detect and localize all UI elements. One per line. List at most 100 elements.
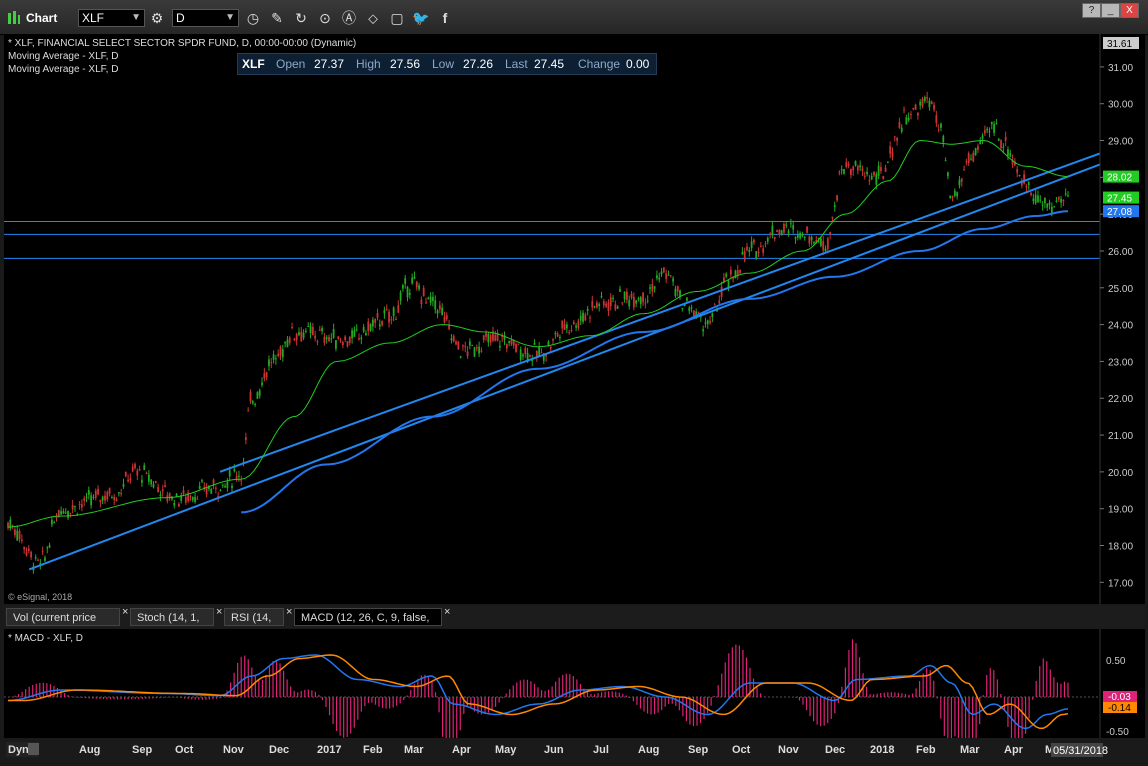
candle-body xyxy=(898,122,901,128)
clock-icon[interactable]: ◷ xyxy=(246,10,260,26)
candle-body xyxy=(773,236,776,240)
tab-stoch[interactable]: Stoch (14, 1, 3) xyxy=(130,608,214,642)
candle-body xyxy=(628,300,631,307)
candle-body xyxy=(464,346,467,348)
candle-body xyxy=(799,232,802,239)
candle-body xyxy=(1037,195,1039,203)
candle-body xyxy=(46,547,49,549)
candle-body xyxy=(27,548,30,552)
close-icon[interactable]: × xyxy=(216,606,223,618)
refresh-icon[interactable]: ↻ xyxy=(295,10,307,26)
macd-hist-badge xyxy=(1103,691,1137,702)
macd-panel[interactable]: 0.50 -0.50 -0.03 -0.14 * MACD - XLF, D xyxy=(4,629,1145,766)
candle-body xyxy=(977,146,979,150)
candle-body xyxy=(344,336,347,340)
candle-body xyxy=(295,333,298,341)
candle-body xyxy=(914,104,917,110)
gear-icon[interactable]: ⚙ xyxy=(150,10,164,26)
candle-body xyxy=(143,465,146,470)
candle-body xyxy=(612,297,614,299)
candle-body xyxy=(893,136,896,138)
candle-body xyxy=(212,479,215,484)
chevron-down-icon[interactable]: ▼ xyxy=(131,12,141,23)
candle-body xyxy=(30,551,32,558)
chevron-down-icon[interactable]: ▼ xyxy=(225,12,235,23)
high-label: High xyxy=(356,57,381,71)
dyn-button[interactable]: Dyn xyxy=(8,744,29,756)
candle-body xyxy=(600,295,603,297)
candle-body xyxy=(489,335,492,343)
candle-body xyxy=(452,335,455,342)
candle-body xyxy=(974,148,977,155)
month-label: Oct xyxy=(732,744,751,756)
calendar-icon[interactable] xyxy=(28,743,39,755)
candle-body xyxy=(411,277,414,284)
interval-input[interactable]: D ▼ xyxy=(172,9,239,27)
candle-body xyxy=(1011,159,1014,165)
candle-body xyxy=(376,313,379,318)
price-chart-svg: 31.0030.0029.0028.0027.0026.0025.0024.00… xyxy=(4,34,1139,604)
facebook-icon[interactable]: f xyxy=(442,10,448,26)
candle-body xyxy=(383,309,386,314)
candle-body xyxy=(281,349,284,358)
link-icon[interactable]: ⬦ xyxy=(368,10,378,26)
candle-body xyxy=(404,278,407,284)
candle-body xyxy=(129,478,132,481)
candle-body xyxy=(1060,198,1062,203)
candle-body xyxy=(593,306,596,308)
candle-body xyxy=(524,347,527,354)
candle-body xyxy=(637,298,640,300)
candle-body xyxy=(787,231,790,234)
date-badge: 05/31/2018 xyxy=(1053,745,1108,757)
candle-body xyxy=(739,269,741,274)
candle-body xyxy=(718,300,721,304)
close-icon[interactable]: × xyxy=(286,606,293,618)
close-button[interactable]: X xyxy=(1120,3,1139,18)
candle-body xyxy=(274,358,277,360)
tab-volume[interactable]: Vol (current price bar) xyxy=(6,608,120,642)
pencil-icon[interactable]: ✎ xyxy=(271,10,283,26)
candle-body xyxy=(824,248,827,251)
alert-icon[interactable]: Ⓐ xyxy=(342,10,356,26)
play-icon[interactable]: ⊙ xyxy=(319,10,331,26)
tab-rsi[interactable]: RSI (14, C) xyxy=(224,608,284,642)
ma-slow-line xyxy=(241,210,1069,514)
ma-fast-line xyxy=(7,139,1069,528)
candle-body xyxy=(621,302,624,304)
month-label: Mar xyxy=(960,744,980,756)
close-icon[interactable]: × xyxy=(444,606,451,618)
candle-body xyxy=(702,329,705,332)
candle-body xyxy=(34,557,37,559)
candle-body xyxy=(99,499,102,503)
candle-body xyxy=(672,278,674,282)
candle-body xyxy=(1016,169,1019,173)
candle-body xyxy=(221,484,224,486)
candle-body xyxy=(1009,153,1012,157)
month-label: Feb xyxy=(363,744,383,756)
candle-body xyxy=(83,498,86,501)
candle-body xyxy=(979,141,982,145)
twitter-icon[interactable]: 🐦 xyxy=(412,10,430,26)
candle-body xyxy=(713,304,716,306)
chat-icon[interactable]: ▢ xyxy=(390,10,404,26)
symbol-input[interactable]: XLF ▼ xyxy=(78,9,145,27)
close-icon[interactable]: × xyxy=(122,606,129,618)
minimize-button[interactable]: _ xyxy=(1101,3,1120,18)
candle-body xyxy=(743,251,746,261)
price-chart[interactable]: 31.0030.0029.0028.0027.0026.0025.0024.00… xyxy=(4,34,1145,604)
candle-body xyxy=(741,252,744,255)
tab-macd[interactable]: MACD (12, 26, C, 9, false, true) xyxy=(294,608,442,642)
candle-body xyxy=(494,334,497,342)
candle-body xyxy=(503,335,506,340)
help-button[interactable]: ? xyxy=(1082,3,1101,18)
candle-body xyxy=(189,495,192,497)
candle-body xyxy=(337,336,340,339)
candle-body xyxy=(53,522,56,524)
candle-body xyxy=(367,321,370,332)
candle-body xyxy=(279,346,282,356)
candle-body xyxy=(665,273,668,279)
candle-body xyxy=(147,474,150,482)
candle-body xyxy=(688,307,691,312)
month-label: Apr xyxy=(452,744,472,756)
candle-body xyxy=(482,335,485,341)
